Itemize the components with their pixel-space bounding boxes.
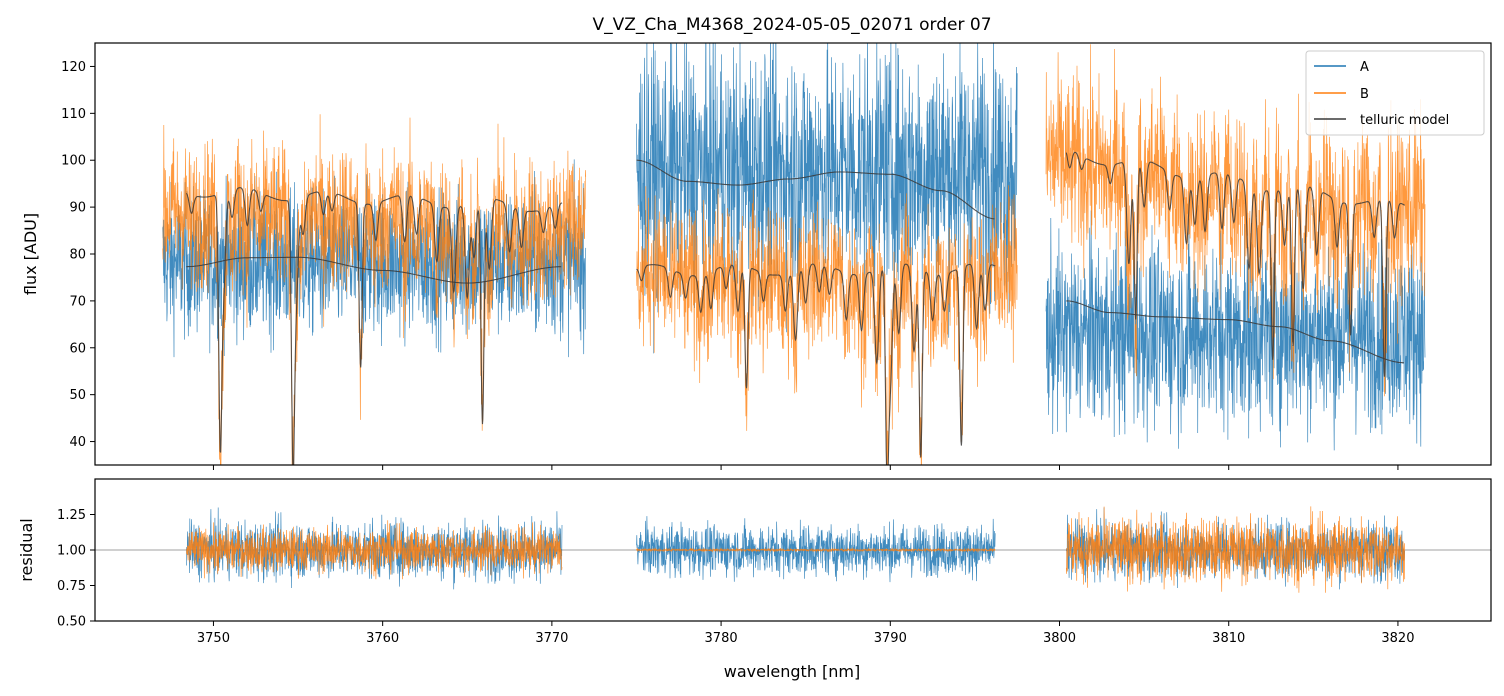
wavelength-x-tick-label: 3810 bbox=[1212, 631, 1245, 646]
x-axis-label-wavelength: wavelength [nm] bbox=[724, 662, 861, 681]
residual-panel-plot-area bbox=[95, 506, 1491, 593]
spectrum-b-segment-1 bbox=[162, 114, 587, 465]
wavelength-x-tick-label: 3780 bbox=[705, 631, 738, 646]
residual-b-segment-2 bbox=[636, 547, 996, 553]
flux-y-tick-label: 50 bbox=[69, 388, 86, 403]
telluric-model-a-segment-2 bbox=[636, 159, 995, 220]
flux-y-tick-label: 100 bbox=[61, 154, 86, 169]
y-axis-label-residual: residual bbox=[17, 518, 36, 581]
legend-box bbox=[1305, 50, 1485, 136]
legend-label-a: A bbox=[1360, 60, 1369, 75]
wavelength-x-tick-label: 3750 bbox=[197, 631, 230, 646]
spectrum-b-segment-2 bbox=[636, 185, 1018, 465]
y-axis-label-flux: flux [ADU] bbox=[21, 213, 40, 295]
residual-y-tick-label: 1.25 bbox=[57, 508, 86, 523]
residual-y-tick-label: 1.00 bbox=[57, 544, 86, 559]
flux-y-tick-label: 90 bbox=[69, 201, 86, 216]
residual-a-segment-2 bbox=[636, 516, 996, 583]
flux-y-tick-label: 120 bbox=[61, 60, 86, 75]
flux-panel-axes: 40 50 60 70 80 90 100 110 120 bbox=[61, 60, 1399, 470]
legend-label-telluric-model: telluric model bbox=[1360, 113, 1449, 128]
flux-y-tick-label: 110 bbox=[61, 107, 86, 122]
spectrum-a-segment-3 bbox=[1045, 210, 1426, 451]
telluric-model-a-segment-1 bbox=[186, 256, 562, 284]
residual-y-tick-label: 0.75 bbox=[57, 579, 86, 594]
residual-b-segment-1 bbox=[186, 520, 563, 580]
flux-y-tick-label: 40 bbox=[69, 435, 86, 450]
spectrum-a-segment-2 bbox=[636, 43, 1018, 354]
telluric-model-b-segment-2 bbox=[636, 263, 996, 465]
flux-y-tick-label: 70 bbox=[69, 294, 86, 309]
spectrum-b-segment-3 bbox=[1045, 44, 1426, 397]
wavelength-x-tick-label: 3770 bbox=[535, 631, 568, 646]
telluric-model-b-segment-1 bbox=[185, 187, 563, 465]
residual-panel-axes: 0.50 0.75 1.00 1.25 3750 3760 3770 3780 3790 3800… bbox=[57, 508, 1414, 646]
flux-y-tick-label: 60 bbox=[69, 341, 86, 356]
flux-panel-plot-area bbox=[162, 43, 1426, 465]
residual-y-tick-label: 0.50 bbox=[57, 615, 86, 630]
wavelength-x-tick-label: 3800 bbox=[1043, 631, 1076, 646]
wavelength-x-tick-label: 3790 bbox=[874, 631, 907, 646]
telluric-model-a-segment-3 bbox=[1066, 300, 1404, 364]
residual-b-segment-3 bbox=[1065, 506, 1406, 593]
flux-y-tick-label: 80 bbox=[69, 248, 86, 263]
telluric-model-b-segment-3 bbox=[1065, 151, 1405, 377]
chart-title: V_VZ_Cha_M4368_2024-05-05_02071 order 07 bbox=[592, 15, 991, 35]
legend: A B telluric model bbox=[1305, 50, 1485, 136]
wavelength-x-tick-label: 3820 bbox=[1381, 631, 1414, 646]
legend-label-b: B bbox=[1360, 87, 1369, 102]
wavelength-x-tick-label: 3760 bbox=[366, 631, 399, 646]
